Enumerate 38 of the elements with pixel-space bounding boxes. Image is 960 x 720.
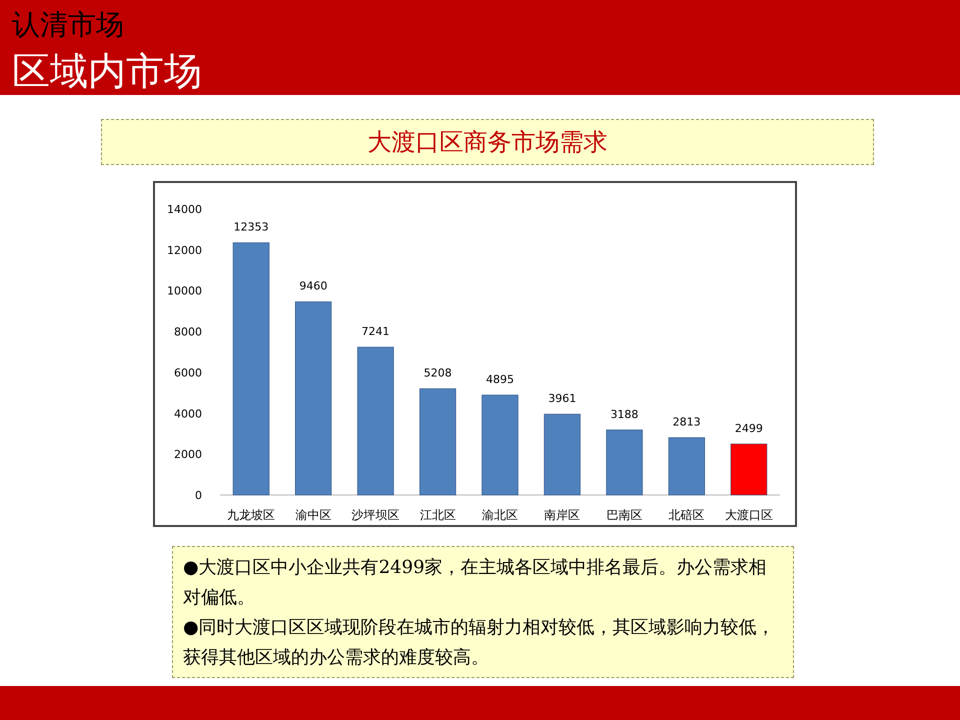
bar [606,430,643,496]
y-tick-label: 12000 [167,244,202,257]
bar [357,346,394,496]
bar [419,388,456,496]
data-label: 9460 [299,280,328,293]
data-label: 12353 [234,220,269,234]
bar [482,394,518,496]
bar [668,437,705,496]
y-tick-label: 8000 [174,326,202,339]
x-tick-label: 巴南区 [606,508,642,522]
x-tick-label: 渝北区 [482,508,518,522]
y-tick-label: 0 [195,489,202,502]
bar [232,242,270,496]
y-tick-label: 6000 [174,366,202,380]
bar [544,414,581,496]
x-tick-label: 大渡口区 [724,508,773,522]
y-tick-label: 14000 [167,203,202,216]
text: ●大渡口区中小企业共有2499家，在主城各区域中排名最后。办公需求相对偏低。 [183,556,768,610]
data-label: 4895 [486,373,514,386]
data-label: 7241 [362,325,390,338]
x-tick-label: 江北区 [420,508,456,522]
text: ●同时大渡口区区域现阶段在城市的辐射力相对较低，其区域影响力较低，获得其他区域的办公需求的难度较高。 [183,616,776,670]
x-tick-label: 九龙坡区 [227,508,276,522]
y-tick-label: 2000 [174,448,202,462]
x-tick-label: 沙坪坝区 [352,508,400,522]
data-label: 5208 [424,366,452,380]
x-tick-label: 南岸区 [544,508,580,522]
bar [730,444,768,496]
chart-title: 大渡口区商务市场需求 [101,119,874,165]
data-label: 3961 [548,392,576,406]
y-tick-label: 10000 [167,284,202,298]
x-tick-label: 渝中区 [295,508,332,522]
data-label: 2499 [734,422,763,435]
x-tick-label: 北碚区 [668,508,705,522]
data-label: 3188 [610,408,638,421]
y-tick-label: 4000 [174,407,202,420]
bar [295,301,332,496]
data-label: 2813 [672,416,701,429]
